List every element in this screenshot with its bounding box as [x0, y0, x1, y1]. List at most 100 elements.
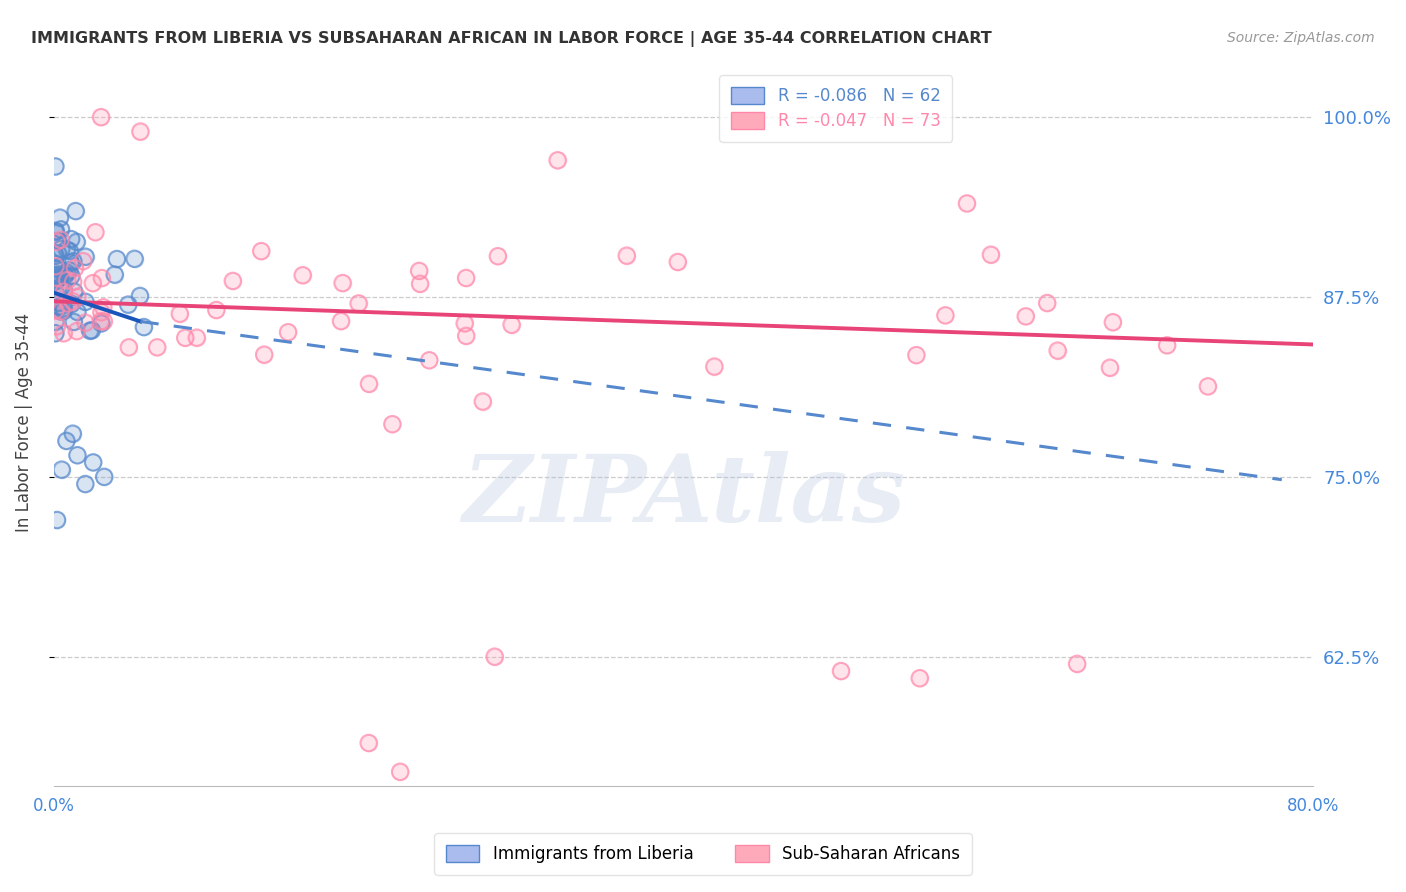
Point	[44, 249, 66, 263]
Point	[117, 297, 139, 311]
Point	[105, 252, 128, 266]
Point	[44, 286, 66, 301]
Point	[44, 257, 66, 271]
Point	[186, 331, 208, 345]
Point	[49, 304, 72, 318]
Point	[291, 268, 314, 283]
Point	[222, 274, 245, 288]
Point	[408, 264, 430, 278]
Point	[1101, 315, 1123, 329]
Point	[52, 326, 75, 341]
Point	[44, 259, 66, 273]
Point	[45, 224, 67, 238]
Point	[55, 266, 77, 280]
Point	[59, 244, 82, 258]
Point	[53, 268, 76, 283]
Point	[82, 276, 104, 290]
Point	[547, 153, 569, 168]
Point	[66, 305, 89, 319]
Point	[45, 224, 67, 238]
Point	[1197, 379, 1219, 393]
Point	[1156, 338, 1178, 352]
Point	[90, 317, 112, 331]
Point	[93, 470, 115, 484]
Point	[56, 243, 79, 257]
Point	[456, 329, 478, 343]
Point	[52, 326, 75, 341]
Point	[49, 233, 72, 247]
Point	[84, 225, 107, 239]
Point	[454, 271, 477, 285]
Text: IMMIGRANTS FROM LIBERIA VS SUBSAHARAN AFRICAN IN LABOR FORCE | AGE 35-44 CORRELA: IMMIGRANTS FROM LIBERIA VS SUBSAHARAN AF…	[31, 31, 991, 47]
Point	[104, 268, 127, 282]
Point	[51, 462, 73, 476]
Point	[253, 348, 276, 362]
Point	[501, 318, 523, 332]
Point	[44, 259, 66, 273]
Point	[46, 234, 69, 248]
Point	[46, 261, 69, 276]
Point	[347, 296, 370, 310]
Point	[118, 340, 141, 354]
Point	[357, 736, 380, 750]
Point	[1197, 379, 1219, 393]
Point	[46, 272, 69, 286]
Point	[45, 319, 67, 334]
Point	[389, 764, 412, 779]
Point	[49, 304, 72, 318]
Point	[80, 323, 103, 337]
Point	[44, 315, 66, 329]
Point	[389, 764, 412, 779]
Point	[51, 280, 73, 294]
Point	[66, 448, 89, 462]
Point	[1098, 360, 1121, 375]
Point	[174, 331, 197, 345]
Point	[956, 196, 979, 211]
Point	[75, 250, 97, 264]
Point	[409, 277, 432, 291]
Point	[66, 290, 89, 304]
Point	[49, 304, 72, 318]
Point	[56, 296, 79, 310]
Point	[44, 268, 66, 282]
Y-axis label: In Labor Force | Age 35-44: In Labor Force | Age 35-44	[15, 313, 32, 533]
Point	[905, 348, 928, 362]
Point	[381, 417, 404, 432]
Point	[49, 211, 72, 225]
Point	[45, 287, 67, 301]
Point	[471, 394, 494, 409]
Point	[63, 261, 86, 276]
Point	[45, 235, 67, 249]
Point	[49, 233, 72, 247]
Point	[48, 268, 70, 282]
Point	[55, 434, 77, 448]
Point	[703, 359, 725, 374]
Point	[84, 225, 107, 239]
Point	[169, 307, 191, 321]
Point	[62, 426, 84, 441]
Point	[91, 301, 114, 315]
Point	[381, 417, 404, 432]
Point	[90, 305, 112, 319]
Point	[222, 274, 245, 288]
Point	[146, 340, 169, 354]
Point	[59, 255, 82, 269]
Point	[46, 269, 69, 284]
Text: ZIPAtlas: ZIPAtlas	[463, 450, 905, 541]
Point	[79, 324, 101, 338]
Point	[409, 277, 432, 291]
Point	[63, 261, 86, 276]
Legend: Immigrants from Liberia, Sub-Saharan Africans: Immigrants from Liberia, Sub-Saharan Afr…	[434, 833, 972, 875]
Point	[52, 285, 75, 299]
Point	[666, 255, 689, 269]
Point	[205, 303, 228, 318]
Point	[471, 394, 494, 409]
Point	[48, 268, 70, 282]
Point	[484, 649, 506, 664]
Point	[62, 315, 84, 329]
Point	[118, 340, 141, 354]
Point	[60, 268, 83, 283]
Point	[63, 285, 86, 299]
Point	[418, 353, 440, 368]
Point	[62, 426, 84, 441]
